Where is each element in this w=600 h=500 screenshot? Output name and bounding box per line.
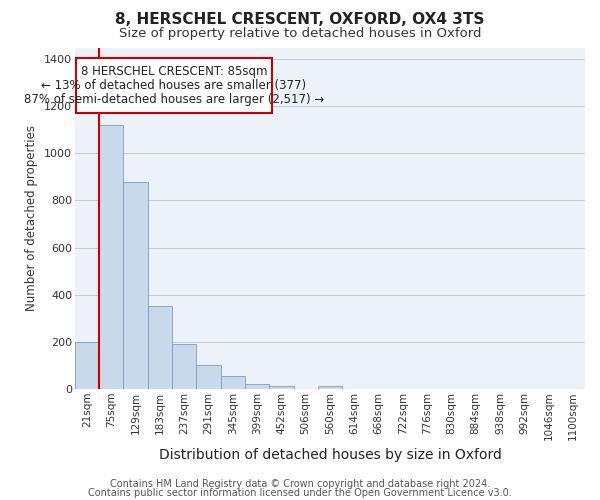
- Bar: [76, 58, 272, 114]
- Bar: [75, 342, 99, 389]
- Bar: [99, 125, 124, 389]
- Y-axis label: Number of detached properties: Number of detached properties: [25, 125, 38, 311]
- Text: Size of property relative to detached houses in Oxford: Size of property relative to detached ho…: [119, 28, 481, 40]
- Text: Contains public sector information licensed under the Open Government Licence v3: Contains public sector information licen…: [88, 488, 512, 498]
- Bar: [221, 376, 245, 389]
- Bar: [124, 182, 148, 389]
- Text: Contains HM Land Registry data © Crown copyright and database right 2024.: Contains HM Land Registry data © Crown c…: [110, 479, 490, 489]
- Bar: [318, 386, 342, 389]
- Text: 8 HERSCHEL CRESCENT: 85sqm: 8 HERSCHEL CRESCENT: 85sqm: [80, 66, 267, 78]
- X-axis label: Distribution of detached houses by size in Oxford: Distribution of detached houses by size …: [158, 448, 502, 462]
- Text: 8, HERSCHEL CRESCENT, OXFORD, OX4 3TS: 8, HERSCHEL CRESCENT, OXFORD, OX4 3TS: [115, 12, 485, 28]
- Bar: [196, 365, 221, 389]
- Text: ← 13% of detached houses are smaller (377): ← 13% of detached houses are smaller (37…: [41, 79, 307, 92]
- Bar: [148, 306, 172, 389]
- Bar: [269, 386, 293, 389]
- Bar: [172, 344, 196, 389]
- Bar: [245, 384, 269, 389]
- Text: 87% of semi-detached houses are larger (2,517) →: 87% of semi-detached houses are larger (…: [24, 93, 324, 106]
